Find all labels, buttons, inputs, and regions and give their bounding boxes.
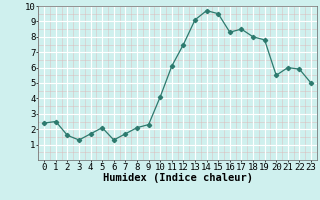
X-axis label: Humidex (Indice chaleur): Humidex (Indice chaleur) [103, 173, 252, 183]
